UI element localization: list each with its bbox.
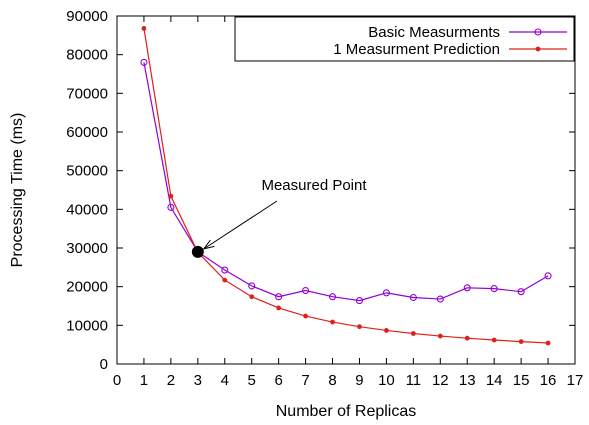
x-tick-label: 5 <box>248 372 256 389</box>
y-tick-label: 80000 <box>66 47 108 64</box>
data-point <box>328 293 337 301</box>
data-point <box>302 286 310 295</box>
data-point <box>141 25 147 31</box>
legend-label: Basic Measurments <box>368 24 500 41</box>
data-point <box>382 289 390 297</box>
annotation-arrow-head <box>202 239 215 250</box>
y-tick-label: 20000 <box>66 279 108 296</box>
data-point <box>221 266 229 274</box>
plot-area-frame <box>116 15 576 365</box>
data-point <box>355 297 364 305</box>
data-point <box>330 319 335 325</box>
data-point <box>436 295 444 303</box>
legend-label: 1 Measurment Prediction <box>333 41 500 58</box>
x-tick-label: 1 <box>140 372 148 389</box>
y-tick-label: 10000 <box>66 317 108 334</box>
data-point <box>248 282 256 290</box>
x-tick-label: 8 <box>328 372 336 389</box>
data-point <box>410 331 416 336</box>
plot-frame <box>116 15 576 365</box>
data-point <box>276 305 282 311</box>
x-tick-label: 11 <box>406 372 422 389</box>
x-tick-label: 7 <box>301 372 309 389</box>
data-point <box>491 337 497 343</box>
data-point <box>464 335 470 341</box>
data-point <box>490 285 498 293</box>
data-point <box>545 340 551 346</box>
x-tick-label: 6 <box>274 372 282 389</box>
data-point <box>463 284 471 292</box>
x-tick-label: 15 <box>513 372 530 389</box>
x-tick-label: 17 <box>567 372 584 389</box>
series-line <box>143 28 549 344</box>
legend-swatch-marker <box>534 28 542 36</box>
data-point <box>303 313 308 319</box>
data-point <box>437 333 443 339</box>
annotation-label: Measured Point <box>261 177 367 194</box>
data-point <box>544 272 552 280</box>
x-tick-label: 4 <box>221 372 229 389</box>
series-line <box>143 62 549 302</box>
y-tick-label: 60000 <box>66 124 108 141</box>
data-point <box>167 203 175 211</box>
measured-point-marker <box>191 245 204 258</box>
annotation-measured-point: Measured Point <box>191 177 367 258</box>
legend-swatch-marker <box>535 46 541 52</box>
data-point <box>168 193 174 199</box>
x-tick-label: 12 <box>432 372 449 389</box>
y-axis-label: Processing Time (ms) <box>9 113 26 268</box>
data-point <box>409 293 417 302</box>
x-tick-label: 3 <box>194 372 202 389</box>
x-tick-label: 2 <box>167 372 175 389</box>
data-point <box>249 294 255 300</box>
y-tick-label: 70000 <box>66 85 108 102</box>
y-tick-label: 90000 <box>66 8 108 25</box>
x-tick-label: 13 <box>459 372 476 389</box>
x-axis-label: Number of Replicas <box>276 403 417 420</box>
x-tick-label: 10 <box>378 372 395 389</box>
data-point <box>140 58 148 66</box>
y-tick-label: 30000 <box>66 240 108 257</box>
y-tick-label: 50000 <box>66 163 108 180</box>
series-1 <box>140 58 552 305</box>
x-tick-label: 0 <box>113 372 121 389</box>
data-point <box>357 324 362 330</box>
data-point <box>518 339 524 345</box>
series-2 <box>141 25 551 346</box>
data-point <box>222 277 228 283</box>
x-tick-label: 16 <box>540 372 557 389</box>
x-tick-label: 9 <box>355 372 363 389</box>
data-point <box>384 328 389 333</box>
y-tick-label: 0 <box>100 356 108 373</box>
y-tick-label: 40000 <box>66 201 108 218</box>
legend-box <box>234 16 575 62</box>
x-tick-label: 14 <box>486 372 503 389</box>
series-lines <box>140 25 552 346</box>
annotation-arrow-line <box>203 200 278 250</box>
data-point <box>275 293 283 301</box>
axis-ticks: 0 1 2 3 4 5 6 7 8 9 10 11 12 13 14 15 16 1701000020000300… <box>66 8 583 389</box>
data-point <box>517 288 525 296</box>
